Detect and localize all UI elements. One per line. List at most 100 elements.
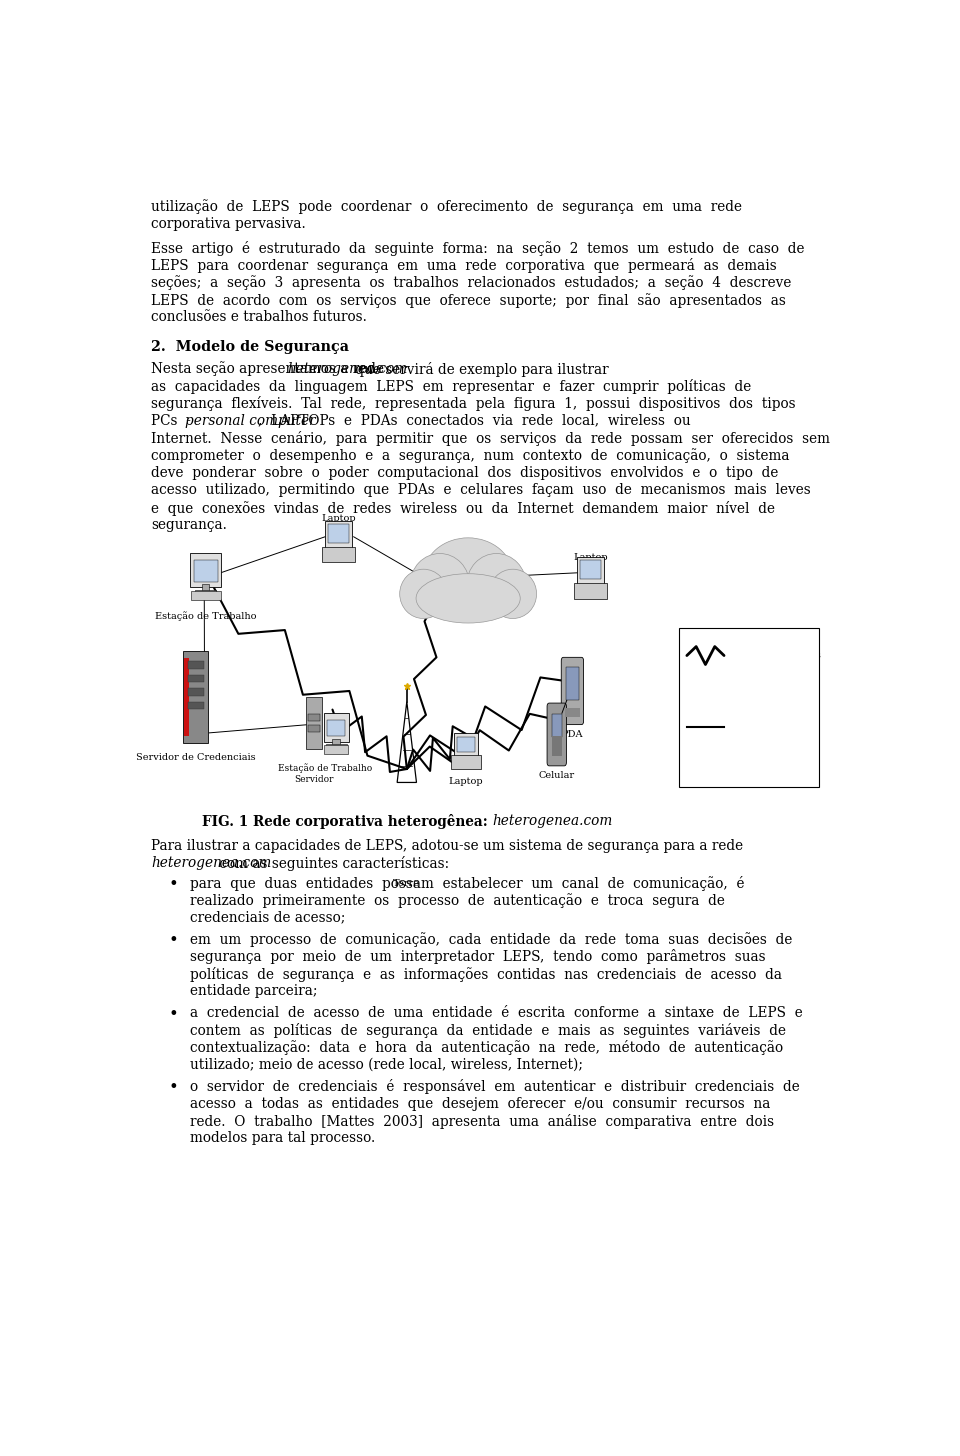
FancyBboxPatch shape bbox=[547, 703, 566, 766]
Text: a  credencial  de  acesso  de  uma  entidade  é  escrita  conforme  a  sintaxe  : a credencial de acesso de uma entidade é… bbox=[190, 1006, 803, 1019]
FancyBboxPatch shape bbox=[562, 657, 584, 725]
Bar bbox=[565, 667, 579, 700]
Text: e  que  conexões  vindas  de  redes  wireless  ou  da  Internet  demandem  maior: e que conexões vindas de redes wireless … bbox=[152, 501, 776, 515]
Text: heterogenea.com: heterogenea.com bbox=[492, 814, 612, 828]
Text: contextualização:  data  e  hora  da  autenticação  na  rede,  método  de  auten: contextualização: data e hora da autenti… bbox=[190, 1041, 783, 1056]
Bar bbox=[552, 735, 562, 756]
Text: heterogenea.com: heterogenea.com bbox=[152, 856, 272, 869]
Text: Internet.  Nesse  cenário,  para  permitir  que  os  serviços  da  rede  possam : Internet. Nesse cenário, para permitir q… bbox=[152, 431, 830, 446]
Bar bbox=[202, 584, 209, 591]
Bar bbox=[188, 689, 204, 696]
Text: Servidor de Credenciais: Servidor de Credenciais bbox=[135, 753, 255, 761]
FancyBboxPatch shape bbox=[574, 582, 607, 598]
Text: Esse  artigo  é  estruturado  da  seguinte  forma:  na  seção  2  temos  um  est: Esse artigo é estruturado da seguinte fo… bbox=[152, 240, 804, 256]
Text: utilização  de  LEPS  pode  coordenar  o  oferecimento  de  segurança  em  uma  : utilização de LEPS pode coordenar o ofer… bbox=[152, 199, 742, 214]
Text: políticas  de  segurança  e  as  informações  contidas  nas  credenciais  de  ac: políticas de segurança e as informações … bbox=[190, 967, 782, 981]
Text: •: • bbox=[169, 1006, 179, 1022]
Bar bbox=[324, 745, 348, 754]
Text: Ligação WireLess: Ligação WireLess bbox=[728, 649, 821, 660]
Text: conclusões e trabalhos futuros.: conclusões e trabalhos futuros. bbox=[152, 310, 367, 325]
Text: FIG. 1 Rede corporativa heterogênea:: FIG. 1 Rede corporativa heterogênea: bbox=[202, 814, 492, 830]
Text: Internet: Internet bbox=[443, 545, 494, 558]
Text: Torre: Torre bbox=[394, 879, 420, 888]
Text: com as seguintes características:: com as seguintes características: bbox=[215, 856, 449, 871]
Bar bbox=[332, 738, 340, 745]
Text: seções;  a  seção  3  apresenta  os  trabalhos  relacionados  estudados;  a  seç: seções; a seção 3 apresenta os trabalhos… bbox=[152, 275, 792, 291]
Bar bbox=[457, 737, 475, 751]
Text: PDA: PDA bbox=[562, 731, 583, 740]
Ellipse shape bbox=[423, 537, 513, 614]
Text: segurança  por  meio  de  um  interpretador  LEPS,  tendo  como  parâmetros  sua: segurança por meio de um interpretador L… bbox=[190, 949, 765, 964]
Text: modelos para tal processo.: modelos para tal processo. bbox=[190, 1131, 375, 1146]
Text: Ligação Cabeada: Ligação Cabeada bbox=[728, 721, 818, 731]
Text: ,  LAPTOPs  e  PDAs  conectados  via  rede  local,  wireless  ou: , LAPTOPs e PDAs conectados via rede loc… bbox=[257, 414, 690, 428]
Text: segurança.: segurança. bbox=[152, 518, 228, 531]
Text: as  capacidades  da  linguagem  LEPS  em  representar  e  fazer  cumprir  políti: as capacidades da linguagem LEPS em repr… bbox=[152, 379, 752, 395]
Text: personal computer: personal computer bbox=[185, 414, 316, 428]
Text: •: • bbox=[169, 877, 179, 893]
Bar bbox=[680, 628, 819, 788]
Text: Servidor: Servidor bbox=[294, 775, 334, 783]
Text: utilizado; meio de acesso (rede local, wireless, Internet);: utilizado; meio de acesso (rede local, w… bbox=[190, 1057, 583, 1072]
Text: para  que  duas  entidades  possam  estabelecer  um  canal  de  comunicação,  é: para que duas entidades possam estabelec… bbox=[190, 877, 744, 891]
Bar bbox=[308, 713, 320, 721]
Text: entidade parceira;: entidade parceira; bbox=[190, 984, 318, 999]
Ellipse shape bbox=[489, 569, 537, 619]
Text: 2.  Modelo de Segurança: 2. Modelo de Segurança bbox=[152, 339, 349, 354]
Bar bbox=[152, 540, 832, 798]
Text: Laptop: Laptop bbox=[448, 776, 484, 786]
Text: o  servidor  de  credenciais  é  responsável  em  autenticar  e  distribuir  cre: o servidor de credenciais é responsável … bbox=[190, 1079, 800, 1093]
FancyBboxPatch shape bbox=[451, 756, 481, 769]
FancyBboxPatch shape bbox=[577, 556, 604, 584]
FancyBboxPatch shape bbox=[454, 734, 478, 756]
Text: credenciais de acesso;: credenciais de acesso; bbox=[190, 910, 346, 925]
Bar bbox=[552, 713, 562, 737]
Bar bbox=[188, 702, 204, 709]
FancyBboxPatch shape bbox=[305, 697, 322, 748]
Text: LEPS  de  acordo  com  os  serviços  que  oferece  suporte;  por  final  são  ap: LEPS de acordo com os serviços que ofere… bbox=[152, 293, 786, 307]
Text: Celular: Celular bbox=[539, 772, 575, 780]
Bar bbox=[308, 725, 320, 732]
FancyBboxPatch shape bbox=[325, 521, 352, 547]
Text: Laptop: Laptop bbox=[322, 514, 356, 523]
Bar bbox=[195, 590, 216, 596]
Bar bbox=[188, 674, 204, 683]
Text: rede.  O  trabalho  [Mattes  2003]  apresenta  uma  análise  comparativa  entre : rede. O trabalho [Mattes 2003] apresenta… bbox=[190, 1114, 774, 1128]
Bar bbox=[581, 561, 601, 579]
FancyBboxPatch shape bbox=[183, 651, 208, 743]
FancyBboxPatch shape bbox=[190, 553, 222, 587]
Bar bbox=[194, 559, 218, 582]
Text: acesso  utilizado,  permitindo  que  PDAs  e  celulares  façam  uso  de  mecanis: acesso utilizado, permitindo que PDAs e … bbox=[152, 483, 811, 498]
Text: PCs  -: PCs - bbox=[152, 414, 200, 428]
Text: em  um  processo  de  comunicação,  cada  entidade  da  rede  toma  suas  decisõ: em um processo de comunicação, cada enti… bbox=[190, 932, 792, 946]
Ellipse shape bbox=[410, 553, 469, 616]
Text: comprometer  o  desempenho  e  a  segurança,  num  contexto  de  comunicação,  o: comprometer o desempenho e a segurança, … bbox=[152, 448, 790, 463]
Text: •: • bbox=[169, 1079, 179, 1096]
Text: •: • bbox=[169, 932, 179, 949]
FancyBboxPatch shape bbox=[323, 546, 355, 562]
Ellipse shape bbox=[467, 553, 526, 616]
FancyBboxPatch shape bbox=[324, 713, 348, 743]
Text: heterogenea.com: heterogenea.com bbox=[287, 361, 408, 376]
Bar bbox=[325, 744, 347, 750]
Text: realizado  primeiramente  os  processo  de  autenticação  e  troca  segura  de: realizado primeiramente os processo de a… bbox=[190, 894, 725, 909]
Text: deve  ponderar  sobre  o  poder  computacional  dos  dispositivos  envolvidos  e: deve ponderar sobre o poder computaciona… bbox=[152, 466, 779, 480]
Text: Estação de Trabalho: Estação de Trabalho bbox=[155, 612, 256, 620]
Text: corporativa pervasiva.: corporativa pervasiva. bbox=[152, 217, 306, 230]
Ellipse shape bbox=[416, 574, 520, 623]
Text: Estação de Trabalho: Estação de Trabalho bbox=[277, 763, 372, 773]
Bar bbox=[184, 658, 189, 737]
Text: segurança  flexíveis.  Tal  rede,  representada  pela  figura  1,  possui  dispo: segurança flexíveis. Tal rede, represent… bbox=[152, 396, 796, 412]
Text: Laptop: Laptop bbox=[573, 553, 608, 562]
Bar bbox=[328, 524, 349, 543]
Text: Nesta seção apresentamos a rede: Nesta seção apresentamos a rede bbox=[152, 361, 389, 377]
Bar bbox=[327, 719, 345, 737]
Text: acesso  a  todas  as  entidades  que  desejem  oferecer  e/ou  consumir  recurso: acesso a todas as entidades que desejem … bbox=[190, 1096, 770, 1111]
Bar bbox=[191, 591, 221, 600]
Text: contem  as  políticas  de  segurança  da  entidade  e  mais  as  seguintes  vari: contem as políticas de segurança da enti… bbox=[190, 1024, 786, 1038]
Text: LEPS  para  coordenar  segurança  em  uma  rede  corporativa  que  permeará  as : LEPS para coordenar segurança em uma red… bbox=[152, 258, 777, 274]
Bar bbox=[565, 708, 580, 716]
Bar bbox=[188, 661, 204, 668]
Text: que servirá de exemplo para ilustrar: que servirá de exemplo para ilustrar bbox=[351, 361, 609, 377]
Text: Para ilustrar a capacidades de LEPS, adotou-se um sistema de segurança para a re: Para ilustrar a capacidades de LEPS, ado… bbox=[152, 839, 743, 853]
